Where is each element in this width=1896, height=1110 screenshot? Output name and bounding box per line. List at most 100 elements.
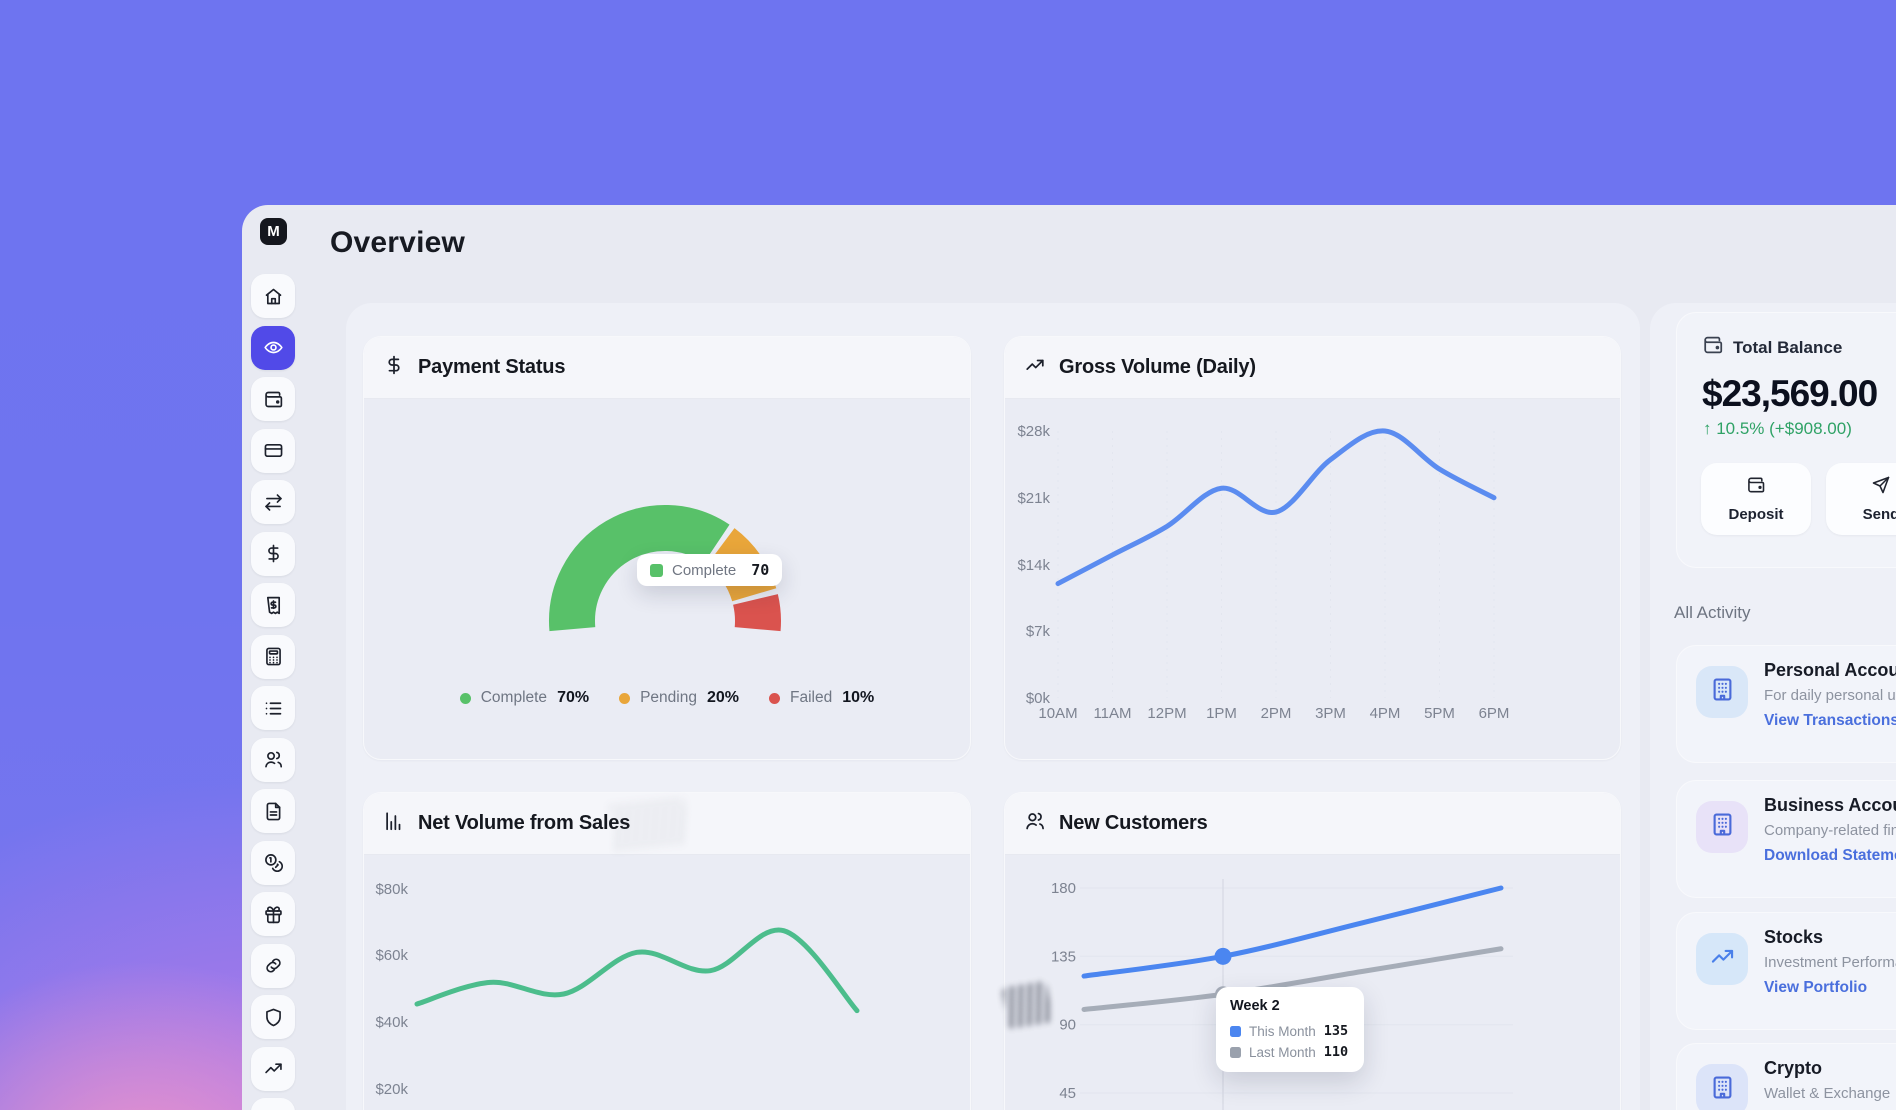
sidebar-item-links[interactable] bbox=[251, 943, 295, 988]
sidebar-item-wallet[interactable] bbox=[251, 377, 295, 421]
svg-text:6PM: 6PM bbox=[1479, 705, 1510, 722]
card-title: Gross Volume (Daily) bbox=[1059, 356, 1256, 378]
trending-up-icon bbox=[1024, 354, 1046, 381]
card-title: New Customers bbox=[1059, 812, 1208, 834]
new-customers-header: New Customers bbox=[1005, 793, 1620, 855]
sidebar-item-transfers[interactable] bbox=[251, 480, 295, 524]
deposit-label: Deposit bbox=[1728, 506, 1784, 523]
all-activity-label: All Activity bbox=[1674, 603, 1751, 622]
sidebar-item-payments[interactable] bbox=[251, 531, 295, 576]
sidebar-item-rewards[interactable] bbox=[251, 892, 295, 936]
svg-text:$7k: $7k bbox=[1026, 623, 1051, 640]
sidebar-item-documents[interactable] bbox=[251, 789, 295, 833]
sidebar-item-devices[interactable] bbox=[251, 1098, 295, 1110]
app-logo[interactable]: M bbox=[260, 218, 287, 245]
building-icon bbox=[1696, 801, 1748, 853]
trending-up-icon bbox=[1696, 933, 1748, 985]
activity-item-stocks[interactable]: Stocks Investment Performance View Portf… bbox=[1676, 912, 1896, 1030]
sidebar-item-calculator[interactable] bbox=[251, 634, 295, 679]
total-balance-header: Total Balance bbox=[1702, 334, 1842, 361]
sidebar-item-coins[interactable] bbox=[251, 840, 295, 885]
total-balance-change: ↑ 10.5% (+$908.00) bbox=[1703, 419, 1852, 438]
view-transactions-link[interactable]: View Transactions bbox=[1764, 712, 1896, 729]
activity-title: Stocks bbox=[1764, 927, 1824, 947]
svg-text:135: 135 bbox=[1051, 948, 1076, 965]
legend-item-pending: Pending 20% bbox=[619, 689, 739, 707]
dollar-icon bbox=[383, 354, 405, 381]
svg-text:$60k: $60k bbox=[375, 947, 408, 964]
activity-subtitle: Investment Performance bbox=[1764, 954, 1896, 971]
tooltip-row: This Month 135 bbox=[1230, 1023, 1350, 1039]
sidebar-item-analytics[interactable] bbox=[251, 1046, 295, 1091]
download-statements-link[interactable]: Download Statements bbox=[1764, 847, 1896, 864]
activity-item-personal-account[interactable]: Personal Account For daily personal use … bbox=[1676, 645, 1896, 763]
sidebar-item-customers[interactable] bbox=[251, 737, 295, 782]
svg-text:$21k: $21k bbox=[1017, 490, 1050, 507]
view-portfolio-link[interactable]: View Portfolio bbox=[1764, 979, 1868, 996]
net-volume-card: Net Volume from Sales $80k $60k $40k $20k bbox=[363, 792, 971, 1110]
activity-title: Personal Account bbox=[1764, 660, 1896, 680]
tooltip-label: Complete bbox=[672, 561, 737, 579]
send-icon bbox=[1871, 475, 1891, 499]
app-window: M Overview Payment Status Complete 70 Co… bbox=[242, 205, 1896, 1110]
activity-item-crypto[interactable]: Crypto Wallet & Exchange bbox=[1676, 1043, 1896, 1110]
activity-title: Business Account bbox=[1764, 795, 1896, 815]
card-title: Payment Status bbox=[418, 356, 566, 378]
deposit-button[interactable]: Deposit bbox=[1701, 463, 1811, 535]
svg-text:3PM: 3PM bbox=[1315, 705, 1346, 722]
legend-item-complete: Complete 70% bbox=[459, 689, 589, 707]
card-title: Net Volume from Sales bbox=[418, 812, 631, 834]
svg-text:90: 90 bbox=[1059, 1017, 1076, 1034]
building-icon bbox=[1696, 666, 1748, 718]
svg-text:45: 45 bbox=[1059, 1085, 1076, 1102]
gauge-tooltip: Complete 70 bbox=[637, 554, 783, 586]
new-customers-card: New Customers 180 135 90 45 Week 2 This Mon… bbox=[1004, 792, 1621, 1110]
svg-text:$14k: $14k bbox=[1017, 557, 1050, 574]
sidebar-item-cards[interactable] bbox=[251, 428, 295, 473]
building-icon bbox=[1696, 1064, 1748, 1110]
week-tooltip: Week 2 This Month 135 Last Month 110 bbox=[1216, 987, 1364, 1072]
activity-subtitle: Wallet & Exchange bbox=[1764, 1085, 1891, 1102]
activity-item-business-account[interactable]: Business Account Company-related finance… bbox=[1676, 780, 1896, 898]
wallet-icon bbox=[1702, 334, 1724, 361]
total-balance-amount: $23,569.00 bbox=[1702, 373, 1878, 414]
tooltip-color-swatch bbox=[650, 563, 663, 577]
gauge-legend: Complete 70% Pending 20% Failed 10% bbox=[364, 689, 970, 707]
net-volume-line-chart[interactable]: $80k $60k $40k $20k bbox=[364, 793, 971, 1110]
svg-text:11AM: 11AM bbox=[1093, 705, 1131, 722]
legend-item-failed: Failed 10% bbox=[769, 689, 874, 707]
tooltip-row: Last Month 110 bbox=[1230, 1044, 1350, 1060]
page-title: Overview bbox=[330, 226, 466, 259]
gross-volume-card: Gross Volume (Daily) $28k $21k $14k $7k $0k 1… bbox=[1004, 336, 1621, 760]
payment-status-card: Payment Status Complete 70 Complete 70% Pe… bbox=[363, 336, 971, 760]
sidebar-item-invoices[interactable] bbox=[251, 583, 295, 627]
sidebar-item-home[interactable] bbox=[251, 274, 295, 318]
sidebar-item-security[interactable] bbox=[251, 995, 295, 1039]
svg-text:4PM: 4PM bbox=[1370, 705, 1401, 722]
bar-chart-icon bbox=[383, 810, 405, 837]
svg-text:$28k: $28k bbox=[1017, 423, 1050, 440]
activity-subtitle: For daily personal use bbox=[1764, 687, 1896, 704]
svg-text:$0k: $0k bbox=[1026, 690, 1051, 707]
activity-title: Crypto bbox=[1764, 1058, 1822, 1078]
svg-text:12PM: 12PM bbox=[1147, 705, 1186, 722]
sidebar-item-transactions[interactable] bbox=[251, 686, 295, 730]
wallet-icon bbox=[1746, 475, 1766, 499]
svg-text:2PM: 2PM bbox=[1261, 705, 1292, 722]
svg-text:$80k: $80k bbox=[375, 881, 408, 898]
total-balance-card: Total Balance $23,569.00 ↑ 10.5% (+$908.… bbox=[1676, 312, 1896, 568]
sidebar-item-overview[interactable] bbox=[251, 325, 295, 370]
payment-status-header: Payment Status bbox=[364, 337, 970, 399]
send-label: Send bbox=[1862, 506, 1896, 523]
svg-text:180: 180 bbox=[1051, 880, 1076, 897]
svg-text:10AM: 10AM bbox=[1038, 705, 1077, 722]
tooltip-title: Week 2 bbox=[1230, 998, 1280, 1014]
svg-text:$20k: $20k bbox=[375, 1081, 408, 1098]
svg-text:1PM: 1PM bbox=[1206, 705, 1237, 722]
tooltip-value: 70 bbox=[751, 561, 770, 579]
users-icon bbox=[1024, 810, 1046, 837]
gross-volume-header: Gross Volume (Daily) bbox=[1005, 337, 1620, 399]
send-button[interactable]: Send bbox=[1826, 463, 1896, 535]
total-balance-label: Total Balance bbox=[1733, 337, 1843, 357]
